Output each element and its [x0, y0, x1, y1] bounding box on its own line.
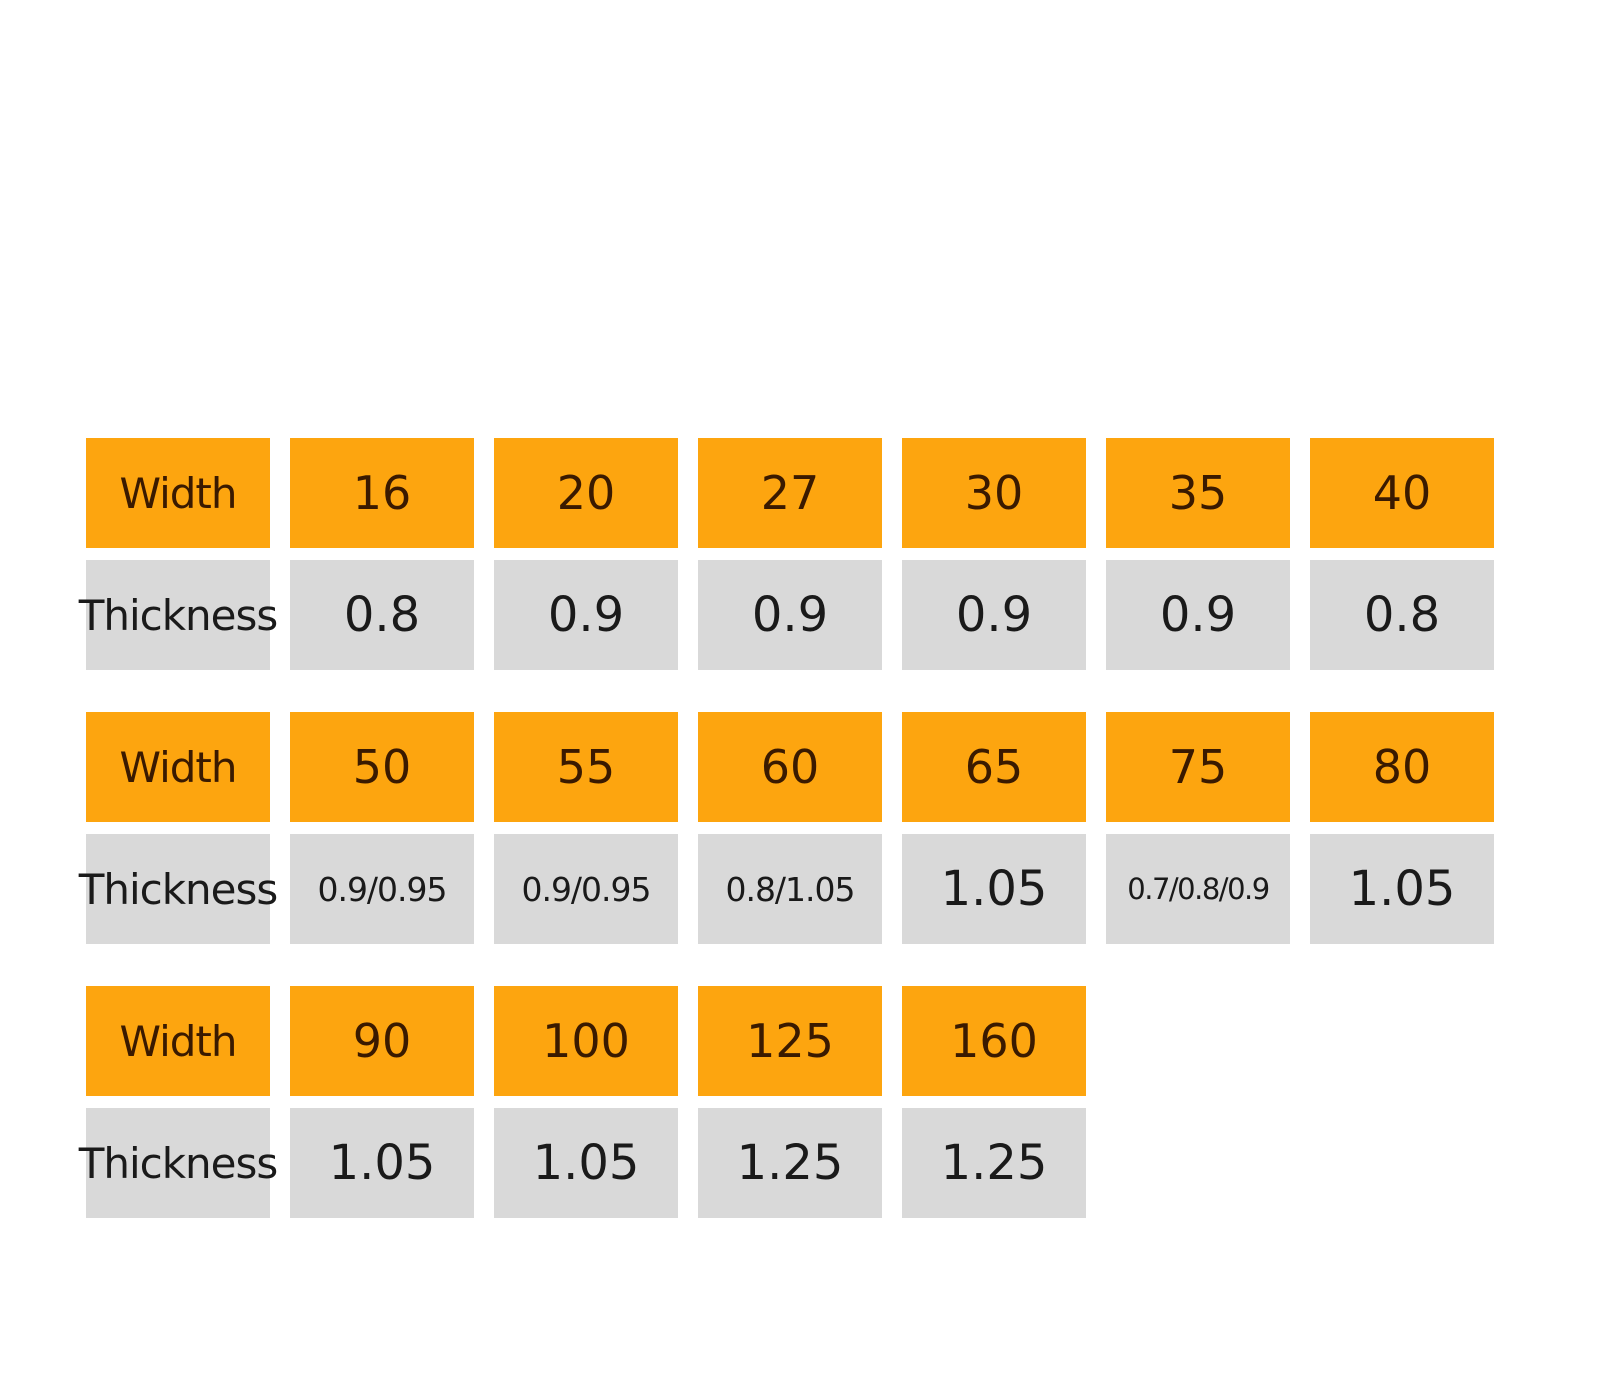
- thickness-cell: 1.05: [1310, 834, 1494, 944]
- width-cell: 30: [902, 438, 1086, 548]
- width-cell: 16: [290, 438, 474, 548]
- thickness-cell: 0.9/0.95: [494, 834, 678, 944]
- thickness-cell: 0.9: [1106, 560, 1290, 670]
- thickness-label: Thickness: [79, 560, 278, 670]
- thickness-cell: 0.7/0.8/0.9: [1106, 834, 1290, 944]
- width-cell: 125: [698, 986, 882, 1096]
- thickness-cell: 1.25: [902, 1108, 1086, 1218]
- width-cell: 75: [1106, 712, 1290, 822]
- width-cell: 40: [1310, 438, 1494, 548]
- thickness-cell: 0.9: [494, 560, 678, 670]
- width-cell: 80: [1310, 712, 1494, 822]
- width-cell: 20: [494, 438, 678, 548]
- thickness-cell: 0.8: [1310, 560, 1494, 670]
- thickness-cell: 1.05: [290, 1108, 474, 1218]
- width-cell: 65: [902, 712, 1086, 822]
- thickness-cell: 0.9: [902, 560, 1086, 670]
- width-cell: 35: [1106, 438, 1290, 548]
- thickness-cell: 1.05: [494, 1108, 678, 1218]
- thickness-cell: 0.8/1.05: [698, 834, 882, 944]
- thickness-cell: 1.05: [902, 834, 1086, 944]
- width-cell: 27: [698, 438, 882, 548]
- thickness-cell: 1.25: [698, 1108, 882, 1218]
- thickness-cell: 0.9/0.95: [290, 834, 474, 944]
- width-label: Width: [86, 712, 270, 822]
- thickness-label: Thickness: [79, 834, 278, 944]
- width-cell: 100: [494, 986, 678, 1096]
- width-label: Width: [86, 438, 270, 548]
- width-cell: 90: [290, 986, 474, 1096]
- width-cell: 160: [902, 986, 1086, 1096]
- width-label: Width: [86, 986, 270, 1096]
- width-cell: 50: [290, 712, 474, 822]
- thickness-cell: 0.8: [290, 560, 474, 670]
- width-cell: 60: [698, 712, 882, 822]
- thickness-label: Thickness: [79, 1108, 278, 1218]
- width-cell: 55: [494, 712, 678, 822]
- thickness-cell: 0.9: [698, 560, 882, 670]
